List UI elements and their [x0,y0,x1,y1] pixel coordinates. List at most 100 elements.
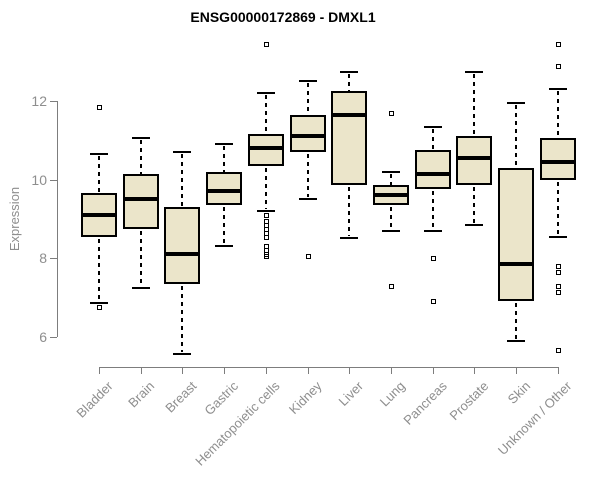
x-axis-tick [140,367,142,374]
x-axis-tick-label: Lung [376,378,408,410]
outlier-point [555,42,561,48]
x-axis-tick [224,367,226,374]
whisker-upper [264,95,267,135]
y-axis-tick-label: 10 [31,171,47,188]
boxplot-median [372,193,409,198]
whisker-lower [139,230,142,286]
whisker-upper-cap [507,101,525,104]
whisker-upper-cap [381,170,400,173]
boxplot-median [164,252,201,257]
x-axis-tick [390,367,392,374]
y-axis-tick-label: 8 [39,250,47,267]
outlier-point [555,283,561,289]
whisker-upper-cap [256,92,275,95]
y-axis-tick [50,179,57,181]
boxplot-median [456,155,493,160]
whisker-lower [264,167,267,209]
x-axis-tick-label: Gastric [201,378,242,419]
outlier-point [555,289,561,295]
x-axis-tick [432,367,434,374]
whisker-upper [223,146,226,172]
x-axis-tick-label: Hematopoietic cells [192,378,283,469]
whisker-upper-cap [173,151,192,154]
boxplot-box [164,207,201,284]
x-axis-tick [557,367,559,374]
boxplot-median [122,197,159,202]
x-axis-tick [474,367,476,374]
outlier-point [555,269,561,275]
x-axis-tick-label: Breast [162,378,200,416]
outlier-point [388,283,394,289]
whisker-lower-cap [340,237,359,240]
boxplot-median [247,146,284,151]
chart-title: ENSG00000172869 - DMXL1 [190,9,376,25]
whisker-upper-cap [340,70,359,73]
x-axis-tick [349,367,351,374]
whisker-lower-cap [256,209,275,212]
whisker-lower [348,187,351,237]
boxplot-median [81,212,117,217]
whisker-lower [98,238,100,302]
boxplot-median [539,159,576,164]
x-axis-tick-label: Prostate [446,378,492,424]
boxplot-box [498,167,534,302]
whisker-lower [223,207,226,245]
whisker-lower [431,191,434,229]
whisker-upper [181,154,184,208]
outlier-point [263,234,269,240]
outlier-point [430,299,436,305]
whisker-upper-cap [131,137,150,140]
outlier-point [97,104,102,110]
outlier-point [263,212,269,218]
y-axis-tick [50,336,57,338]
x-axis-tick-label: Unknown / Other [495,378,575,458]
boxplot-median [331,112,368,117]
whisker-upper-cap [423,125,442,128]
whisker-upper-cap [465,70,484,73]
whisker-lower-cap [507,339,525,342]
y-axis-tick [50,258,57,260]
outlier-point [97,305,102,311]
whisker-upper-cap [90,153,108,156]
outlier-point [555,348,561,354]
whisker-upper [98,156,100,194]
y-axis-tick-label: 6 [39,328,47,345]
whisker-lower-cap [548,235,567,238]
whisker-upper [556,91,559,139]
whisker-lower-cap [465,223,484,226]
whisker-upper [473,73,476,137]
outlier-point [263,254,269,260]
x-axis-tick-label: Skin [504,378,533,407]
x-axis-tick [516,367,517,374]
boxplot-box [206,171,243,206]
x-axis-tick [182,367,184,374]
whisker-lower [389,207,392,229]
outlier-point [263,42,269,48]
whisker-upper [348,73,351,92]
x-axis-line [99,367,559,368]
boxplot-box [456,136,493,186]
boxplot-median [414,171,451,176]
whisker-lower-cap [381,229,400,232]
whisker-lower-cap [90,302,108,305]
boxplot-median [289,134,326,139]
y-axis-tick [50,101,57,102]
whisker-lower-cap [131,286,150,289]
whisker-lower [556,181,559,235]
whisker-upper-cap [548,88,567,91]
whisker-upper [306,83,309,115]
boxplot-median [498,262,534,266]
boxplot-box [331,91,368,186]
whisker-upper-cap [298,80,317,83]
whisker-upper [431,128,434,151]
y-axis-line [57,101,58,337]
y-axis-tick-label: 12 [31,93,47,109]
whisker-upper-cap [215,143,234,146]
whisker-lower-cap [173,353,192,356]
x-axis-tick [99,367,100,374]
x-axis-tick-label: Liver [335,378,367,409]
outlier-point [305,254,311,260]
outlier-point [388,110,394,116]
whisker-upper [515,104,517,168]
